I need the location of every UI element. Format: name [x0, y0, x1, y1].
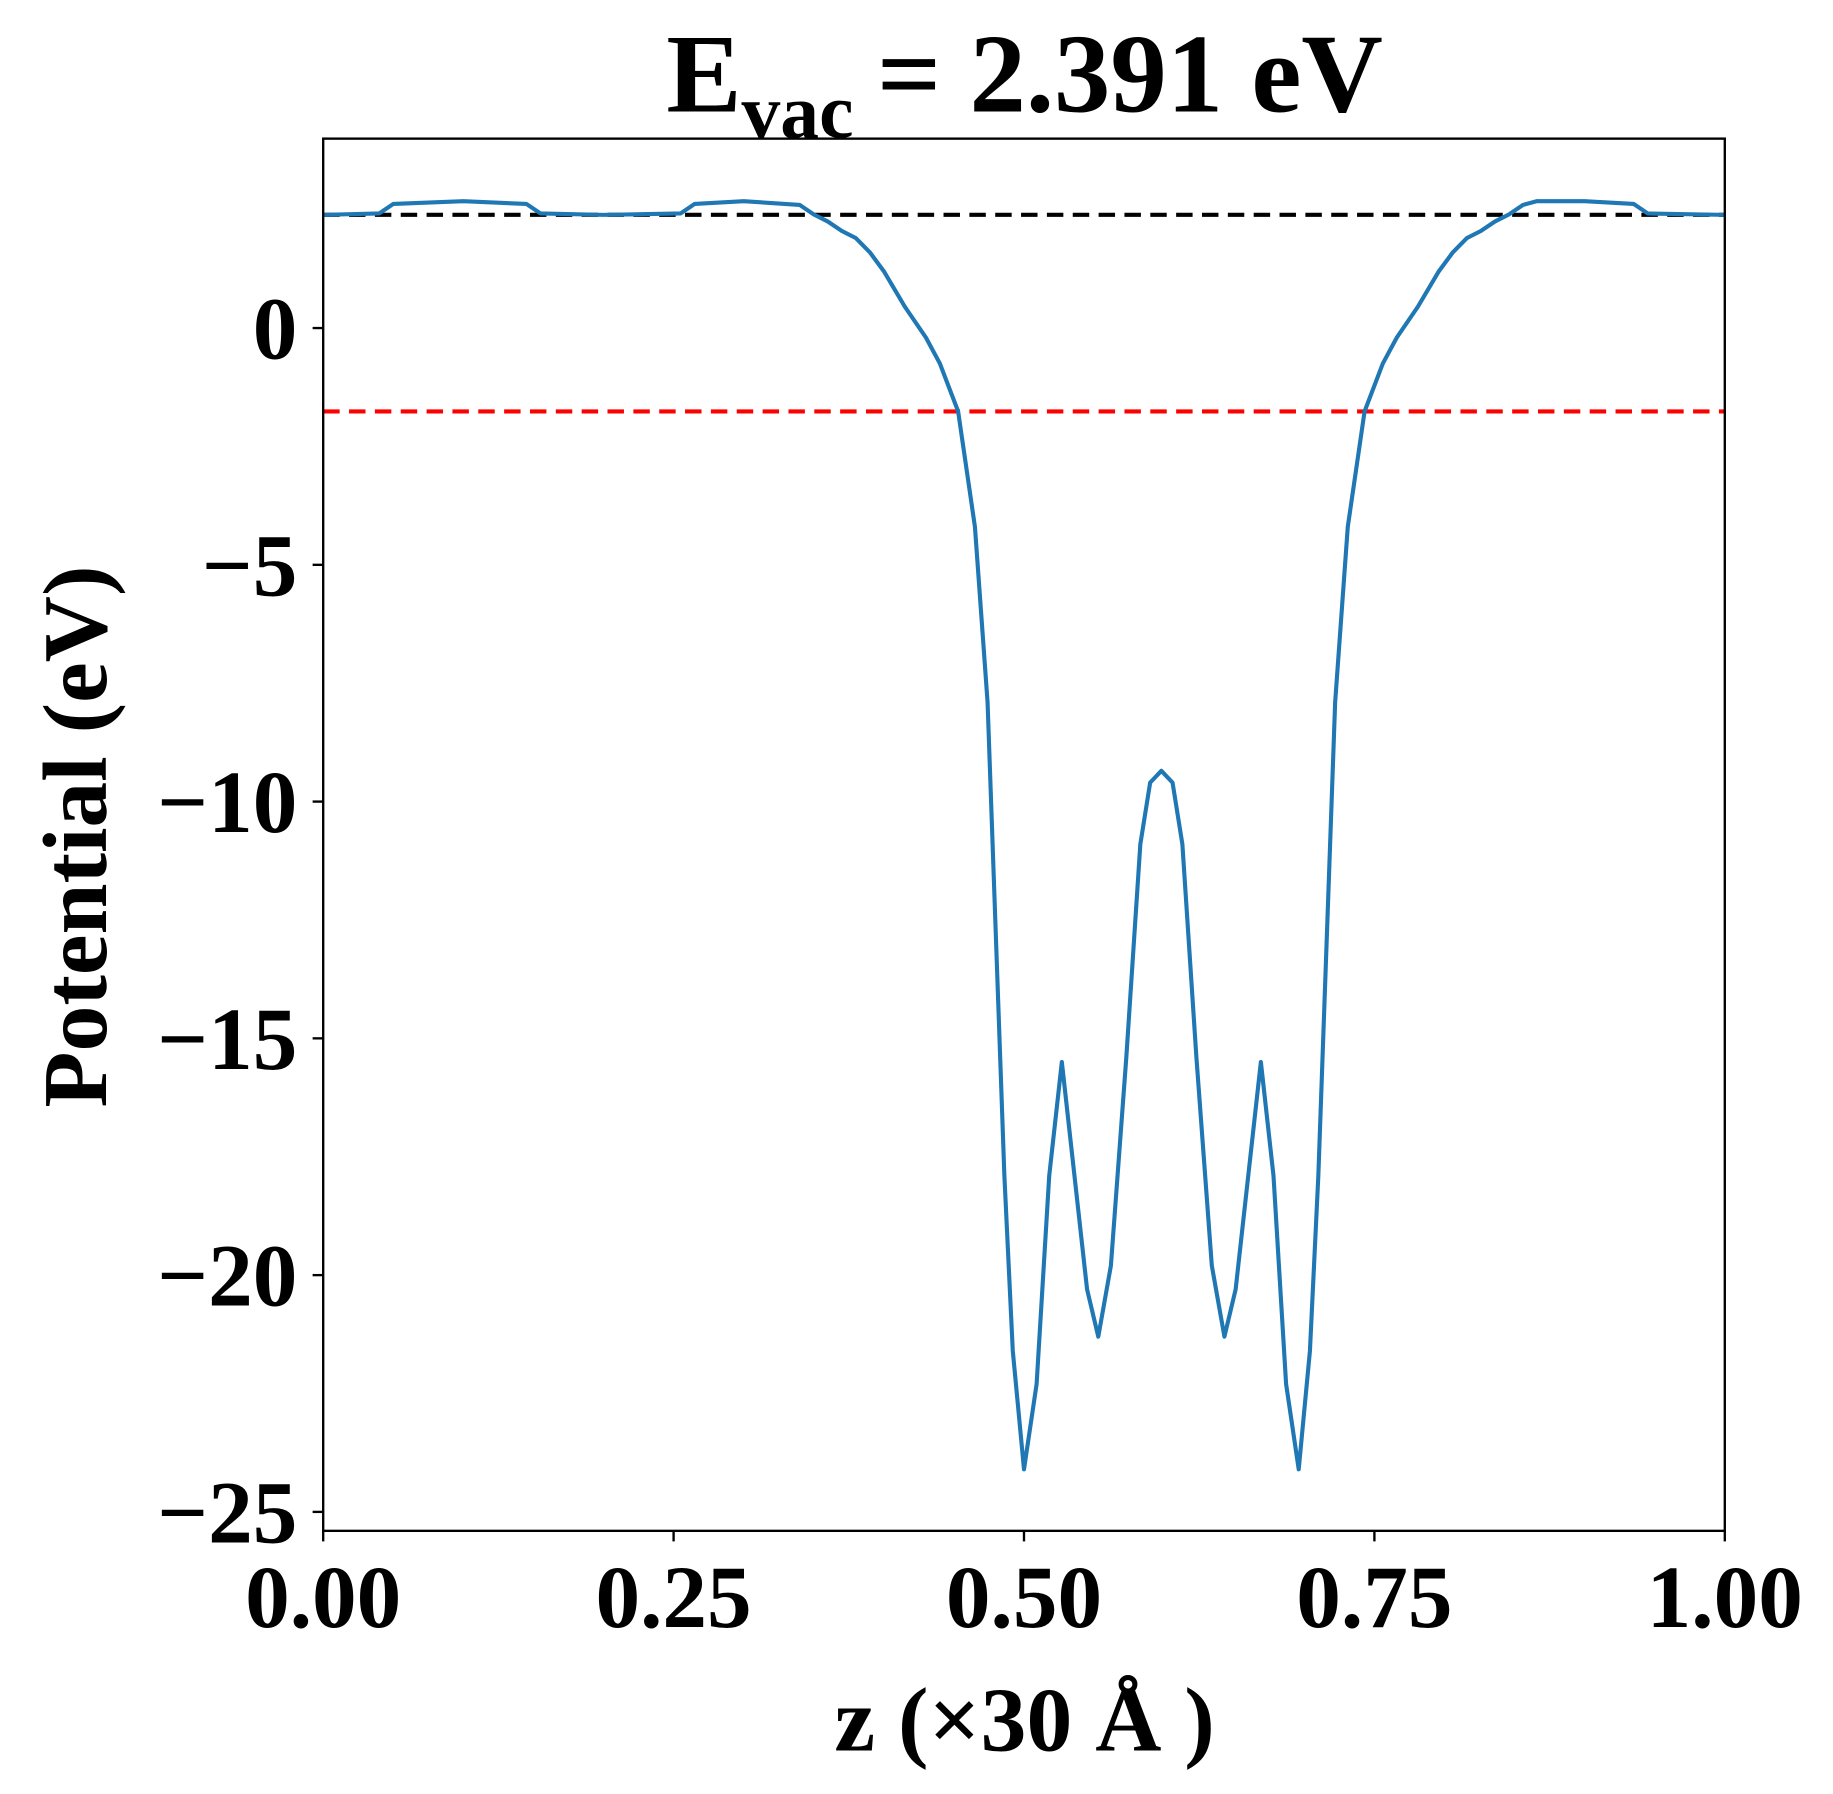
- title-rest: = 2.391 eV: [877, 13, 1383, 137]
- x-tick-label: 0.25: [595, 1548, 751, 1647]
- title-sub: vac: [742, 68, 854, 154]
- y-tick-label: −20: [157, 1227, 297, 1326]
- line-series: [323, 199, 1725, 1472]
- y-tick-label: −10: [157, 753, 297, 852]
- x-tick-label: 1.00: [1647, 1548, 1803, 1647]
- chart-title: Evac = 2.391 eV: [666, 13, 1383, 155]
- y-tick-label: −15: [157, 990, 297, 1089]
- x-tick-label: 0.75: [1296, 1548, 1452, 1647]
- x-tick-label: 0.50: [946, 1548, 1102, 1647]
- y-tick-label: −5: [202, 516, 298, 615]
- y-tick-label: −25: [157, 1463, 297, 1562]
- y-axis-label: Potential (eV): [24, 566, 126, 1108]
- title-main: E: [666, 13, 741, 137]
- plot-frame: [322, 137, 1726, 1533]
- x-tick-label: 0.00: [245, 1548, 401, 1647]
- x-axis-label: z (×30 Å ): [834, 1669, 1214, 1771]
- y-tick-label: 0: [253, 280, 298, 379]
